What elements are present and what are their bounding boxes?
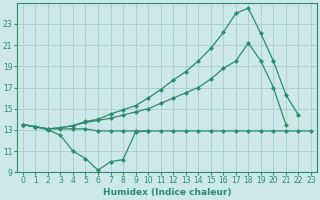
X-axis label: Humidex (Indice chaleur): Humidex (Indice chaleur) — [103, 188, 231, 197]
